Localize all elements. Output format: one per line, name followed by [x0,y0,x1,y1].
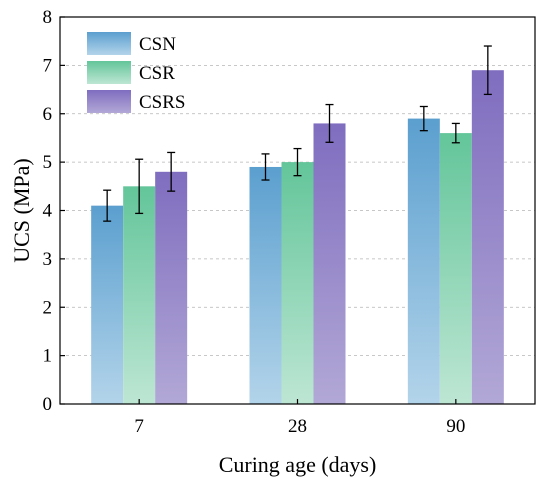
x-tick-label: 28 [288,416,307,437]
bar-csn [249,166,282,404]
y-tick-label: 6 [43,104,53,125]
bar-csrs [471,70,504,405]
bar-csrs [313,123,346,405]
y-tick-label: 1 [43,346,53,367]
legend-label-csrs: CSRS [139,92,185,113]
y-axis-title: UCS (MPa) [9,158,34,263]
bar-csn [407,118,440,405]
legend-swatch-csr [87,61,131,84]
y-tick-label: 4 [43,201,53,222]
bar-csrs [155,171,188,404]
legend-label-csn: CSN [139,34,176,55]
bar-csr [123,186,156,404]
legend-label-csr: CSR [139,63,175,84]
y-tick-label: 8 [43,7,53,28]
y-tick-label: 7 [43,55,53,76]
y-tick-label: 3 [43,249,53,270]
bar-csn [91,205,124,404]
x-tick-label: 7 [134,416,144,437]
axis-ticks: 0 1 2 3 4 5 6 7 8 7 28 90 [43,7,466,437]
legend-swatch-csn [87,32,131,55]
y-tick-label: 2 [43,297,53,318]
bar-csr [281,162,314,404]
error-bars [103,45,492,222]
x-axis-title: Curing age (days) [219,452,377,477]
bar-csr [439,133,472,404]
legend-swatch-csrs [87,90,131,113]
y-tick-label: 0 [43,394,53,415]
x-tick-label: 90 [446,416,465,437]
y-tick-label: 5 [43,152,53,173]
legend: CSN CSR CSRS [87,32,185,113]
bars [91,70,504,405]
